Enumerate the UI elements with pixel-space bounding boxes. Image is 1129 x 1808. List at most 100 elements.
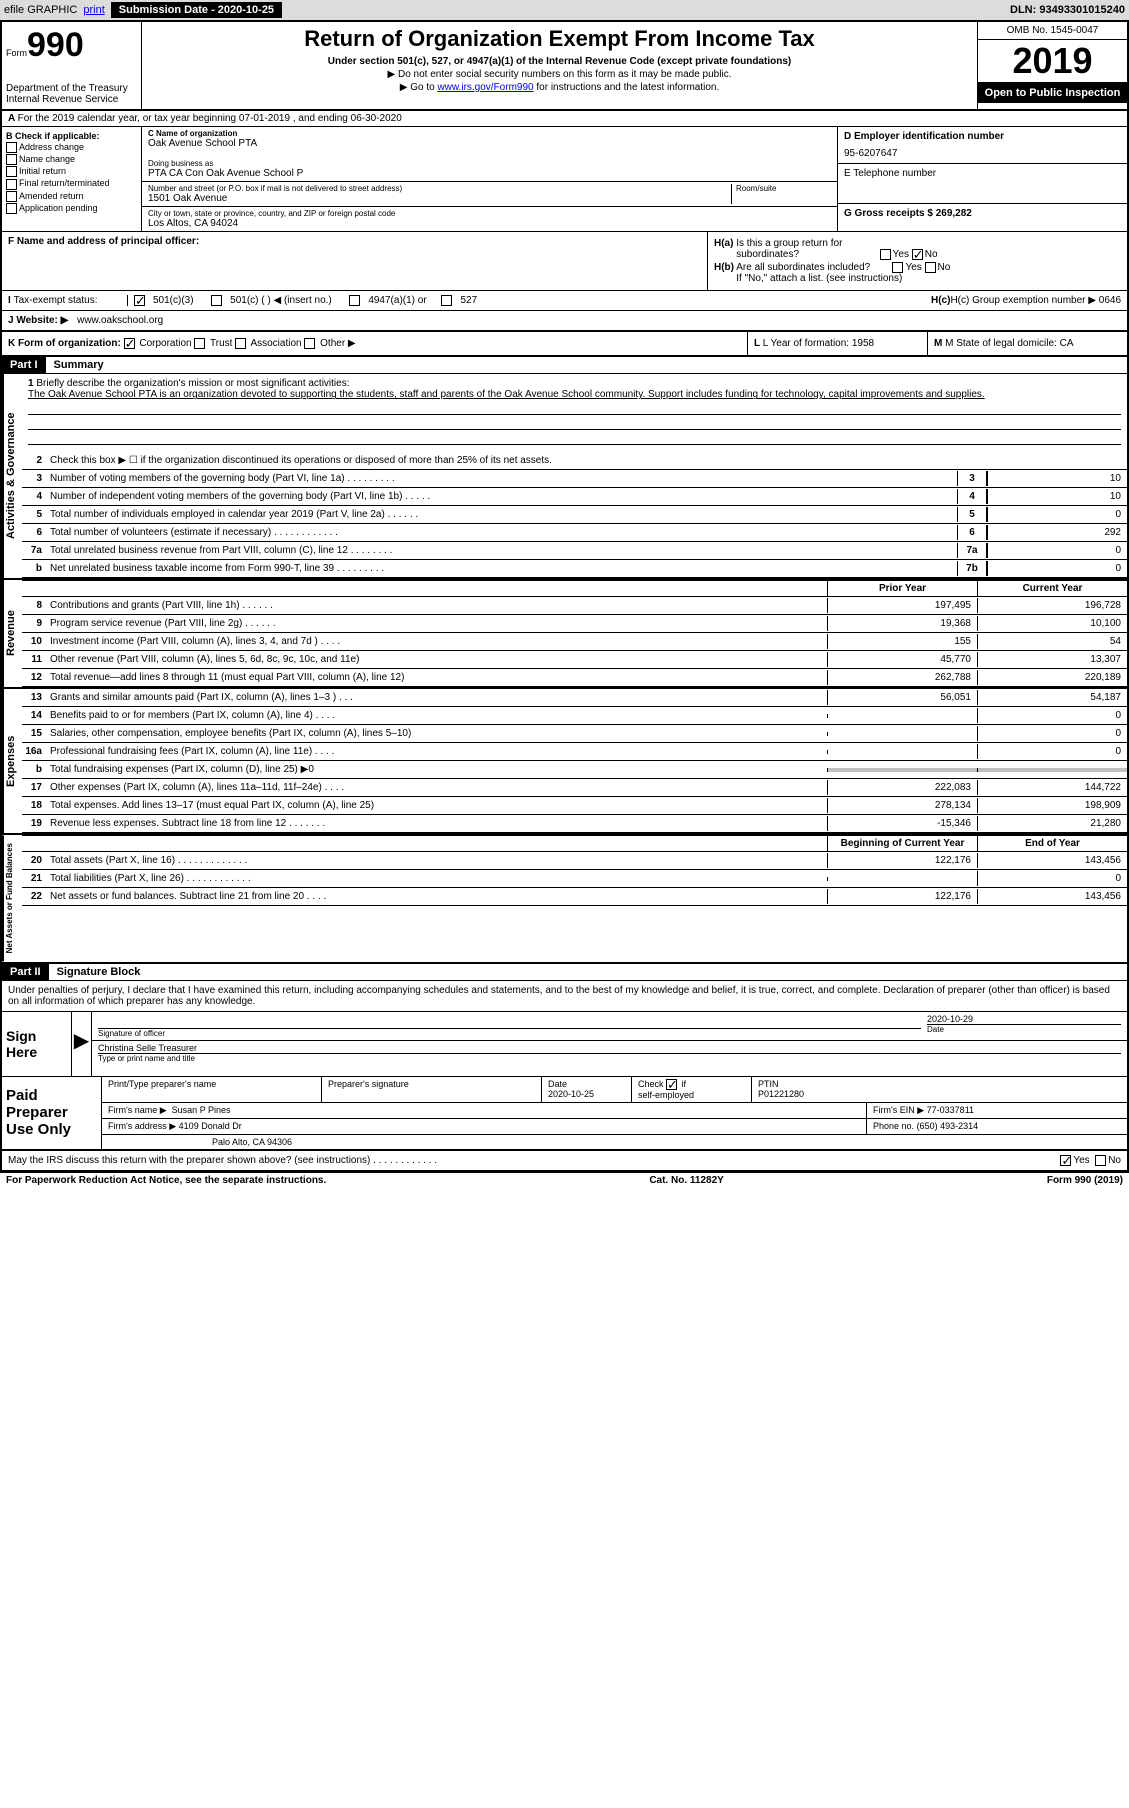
chk-501c[interactable] [211, 295, 222, 306]
section-b: B Check if applicable: Address change Na… [2, 127, 142, 231]
exp-line-14: 14Benefits paid to or for members (Part … [22, 707, 1127, 725]
footer-mid: Cat. No. 11282Y [649, 1175, 723, 1186]
side-governance: Activities & Governance [2, 374, 22, 578]
end-year-hdr: End of Year [977, 836, 1127, 851]
exp-line-b: bTotal fundraising expenses (Part IX, co… [22, 761, 1127, 779]
discuss-no[interactable] [1095, 1155, 1106, 1166]
exp-line-13: 13Grants and similar amounts paid (Part … [22, 689, 1127, 707]
rev-line-10: 10Investment income (Part VIII, column (… [22, 633, 1127, 651]
chk-4947[interactable] [349, 295, 360, 306]
chk-assoc[interactable] [235, 338, 246, 349]
city-value: Los Altos, CA 94024 [148, 218, 831, 229]
org-name: Oak Avenue School PTA [148, 138, 831, 149]
net-header: Beginning of Current Year End of Year [22, 835, 1127, 852]
chk-address[interactable]: Address change [6, 142, 137, 153]
k-section: K Form of organization: Corporation Trus… [2, 332, 747, 355]
chk-other[interactable] [304, 338, 315, 349]
section-c: C Name of organization Oak Avenue School… [142, 127, 837, 231]
section-de: D Employer identification number 95-6207… [837, 127, 1127, 231]
rev-line-11: 11Other revenue (Part VIII, column (A), … [22, 651, 1127, 669]
submission-date: Submission Date - 2020-10-25 [111, 2, 282, 18]
footer-left: For Paperwork Reduction Act Notice, see … [6, 1175, 326, 1186]
section-bcde: B Check if applicable: Address change Na… [2, 127, 1127, 232]
sign-here-row: Sign Here ▶ Signature of officer 2020-10… [2, 1012, 1127, 1077]
self-employed: Check ifself-employed [632, 1077, 752, 1102]
sig-date-label: Date [927, 1024, 1121, 1034]
revenue-section: Revenue Prior Year Current Year 8Contrib… [2, 580, 1127, 689]
chk-amended[interactable]: Amended return [6, 191, 137, 202]
net-line-21: 21Total liabilities (Part X, line 26) . … [22, 870, 1127, 888]
chk-527[interactable] [441, 295, 452, 306]
form-container: Form990 Department of the TreasuryIntern… [0, 20, 1129, 1173]
header-right: OMB No. 1545-0047 2019 Open to Public In… [977, 22, 1127, 109]
chk-pending[interactable]: Application pending [6, 203, 137, 214]
part1-header: Part I Summary [2, 357, 1127, 374]
mission-text: The Oak Avenue School PTA is an organiza… [28, 389, 985, 400]
print-link[interactable]: print [83, 4, 104, 16]
website-row: J Website: ▶ www.oakschool.org [2, 311, 1127, 332]
dba-value: PTA CA Con Oak Avenue School P [148, 168, 831, 179]
form-prefix: Form [6, 48, 27, 58]
revenue-header: Prior Year Current Year [22, 580, 1127, 597]
gov-line-4: 4Number of independent voting members of… [22, 488, 1127, 506]
rev-line-8: 8Contributions and grants (Part VIII, li… [22, 597, 1127, 615]
header-left: Form990 Department of the TreasuryIntern… [2, 22, 142, 109]
ein-value: 95-6207647 [844, 148, 1121, 159]
mission-box: 1 Briefly describe the organization's mi… [22, 374, 1127, 452]
form-subtitle: Under section 501(c), 527, or 4947(a)(1)… [146, 56, 973, 67]
paid-label: Paid Preparer Use Only [2, 1077, 102, 1149]
website-value[interactable]: www.oakschool.org [77, 315, 163, 326]
name-label: C Name of organization [148, 129, 831, 138]
room-label: Room/suite [736, 184, 831, 193]
addr-label: Number and street (or P.O. box if mail i… [148, 184, 731, 193]
discuss-text: May the IRS discuss this return with the… [8, 1155, 437, 1166]
chk-corp[interactable] [124, 338, 135, 349]
city-label: City or town, state or province, country… [148, 209, 831, 218]
firm-city: Palo Alto, CA 94306 [102, 1135, 1127, 1149]
f-label: F Name and address of principal officer: [8, 236, 701, 247]
tax-status-row: I Tax-exempt status: 501(c)(3) 501(c) ( … [2, 291, 1127, 311]
b-label: B Check if applicable: [6, 131, 137, 141]
chk-name[interactable]: Name change [6, 154, 137, 165]
sign-here-label: Sign Here [2, 1012, 72, 1076]
m-section: M M State of legal domicile: CA [927, 332, 1127, 355]
gov-line-b: bNet unrelated business taxable income f… [22, 560, 1127, 578]
chk-trust[interactable] [194, 338, 205, 349]
chk-initial[interactable]: Initial return [6, 166, 137, 177]
gov-line-7a: 7aTotal unrelated business revenue from … [22, 542, 1127, 560]
governance-section: Activities & Governance 1 Briefly descri… [2, 374, 1127, 580]
section-h: H(a) Is this a group return for subordin… [707, 232, 1127, 290]
net-line-22: 22Net assets or fund balances. Subtract … [22, 888, 1127, 906]
side-expenses: Expenses [2, 689, 22, 833]
sign-arrow-icon: ▶ [72, 1012, 92, 1076]
ein-label: D Employer identification number [844, 131, 1121, 142]
dln-label: DLN: 93493301015240 [1010, 4, 1125, 16]
dba-label: Doing business as [148, 159, 831, 168]
prior-year-hdr: Prior Year [827, 581, 977, 596]
dept-label: Department of the TreasuryInternal Reven… [6, 83, 137, 105]
tel-label: E Telephone number [844, 168, 1121, 179]
row-fgh: F Name and address of principal officer:… [2, 232, 1127, 291]
firm-ein: 77-0337811 [927, 1105, 974, 1115]
website-label: J Website: ▶ [8, 315, 68, 326]
gov-line-6: 6Total number of volunteers (estimate if… [22, 524, 1127, 542]
efile-label: efile GRAPHIC [4, 4, 77, 16]
hc-line: H(c)H(c) Group exemption number ▶ 0646 [931, 295, 1121, 306]
rev-line-12: 12Total revenue—add lines 8 through 11 (… [22, 669, 1127, 687]
form-note1: ▶ Do not enter social security numbers o… [146, 69, 973, 80]
discuss-yes[interactable] [1060, 1155, 1071, 1166]
irs-link[interactable]: www.irs.gov/Form990 [437, 82, 533, 93]
addr-value: 1501 Oak Avenue [148, 193, 731, 204]
net-assets-section: Net Assets or Fund Balances Beginning of… [2, 835, 1127, 963]
footer-right: Form 990 (2019) [1047, 1175, 1123, 1186]
tax-year: 2019 [978, 40, 1127, 83]
part2-header: Part II Signature Block [2, 964, 1127, 981]
chk-final[interactable]: Final return/terminated [6, 178, 137, 189]
exp-line-17: 17Other expenses (Part IX, column (A), l… [22, 779, 1127, 797]
chk-501c3[interactable] [134, 295, 145, 306]
form-note2: ▶ Go to www.irs.gov/Form990 for instruct… [146, 82, 973, 93]
sig-officer-label: Signature of officer [98, 1028, 921, 1038]
sig-date: 2020-10-29 [927, 1014, 1121, 1024]
net-line-20: 20Total assets (Part X, line 16) . . . .… [22, 852, 1127, 870]
side-revenue: Revenue [2, 580, 22, 687]
